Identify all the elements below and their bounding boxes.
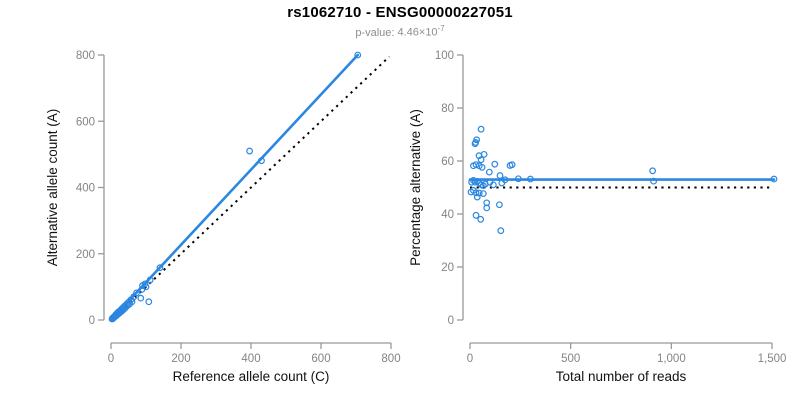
data-point xyxy=(479,190,487,197)
x-axis-title: Reference allele count (C) xyxy=(173,369,330,384)
pvalue-times-sign: × xyxy=(418,26,426,39)
y-axis-tick-label: 200 xyxy=(76,249,95,261)
data-point xyxy=(496,172,504,179)
pvalue-base: 10 xyxy=(425,26,438,39)
data-point xyxy=(133,289,140,297)
x-axis-tick-label: 800 xyxy=(381,353,400,365)
data-point xyxy=(497,227,505,235)
x-axis-tick-label: 1,000 xyxy=(657,353,686,365)
data-point xyxy=(649,167,657,175)
y-axis-tick-label: 100 xyxy=(435,50,454,62)
data-point xyxy=(477,125,485,133)
y-axis-title: Alternative allele count (A) xyxy=(45,109,60,267)
x-axis-tick-label: 0 xyxy=(467,353,473,365)
y-axis-tick-label: 600 xyxy=(76,116,95,128)
figure-header: rs1062710 - ENSG00000227051 p-value: 4.46… xyxy=(0,4,800,39)
right-scatter-plot: 0 20 40 60 80 100 0 500 1,000 1,500 Total number o… xyxy=(408,50,786,384)
data-point xyxy=(501,176,509,184)
data-point xyxy=(145,298,153,306)
x-axis-title: Total number of reads xyxy=(556,369,687,384)
y-axis-tick-label: 60 xyxy=(441,156,454,168)
y-axis-tick-label: 20 xyxy=(441,262,454,274)
data-point xyxy=(477,215,485,223)
y-axis-tick-label: 0 xyxy=(89,315,95,327)
x-axis-tick-label: 400 xyxy=(241,353,260,365)
data-point xyxy=(498,179,506,187)
pvalue-mantissa: 4.46 xyxy=(397,26,419,39)
chart-title: rs1062710 - ENSG00000227051 xyxy=(287,4,513,21)
data-point xyxy=(137,294,145,302)
data-point xyxy=(472,189,480,197)
chart-subtitle: p-value: 4.46×10-7 xyxy=(0,24,800,39)
data-point xyxy=(354,51,362,59)
data-point xyxy=(246,147,254,155)
data-point xyxy=(121,304,129,312)
data-point xyxy=(483,204,491,212)
data-point xyxy=(473,193,481,201)
x-axis-tick-label: 600 xyxy=(311,353,330,365)
data-point xyxy=(156,264,164,272)
data-point xyxy=(485,168,493,176)
data-point xyxy=(650,177,658,185)
data-point xyxy=(470,176,477,184)
y-axis-tick-label: 800 xyxy=(76,50,95,62)
data-point xyxy=(142,283,150,291)
data-point xyxy=(514,175,522,183)
data-point xyxy=(508,161,516,169)
data-point xyxy=(472,161,480,169)
data-point xyxy=(770,175,778,183)
data-point xyxy=(141,280,149,288)
y-axis-tick-label: 40 xyxy=(441,209,454,221)
data-point xyxy=(258,157,265,165)
y-axis-title: Percentage alternative (A) xyxy=(408,109,423,266)
data-point xyxy=(495,201,503,209)
y-axis-tick-label: 400 xyxy=(76,183,95,195)
x-axis-tick-label: 1,500 xyxy=(758,353,787,365)
data-point xyxy=(489,181,497,189)
pvalue-label: p-value: xyxy=(355,26,395,39)
data-point xyxy=(472,211,480,219)
data-point xyxy=(478,163,486,171)
fit-line xyxy=(109,53,360,322)
y-axis-tick-label: 80 xyxy=(441,103,454,115)
data-point xyxy=(477,156,485,164)
data-point xyxy=(146,276,154,284)
y-axis-tick-label: 0 xyxy=(448,315,454,327)
data-point xyxy=(480,150,488,158)
data-point xyxy=(471,140,479,148)
data-point xyxy=(527,175,534,183)
x-axis-tick-label: 0 xyxy=(108,353,114,365)
x-axis-tick-label: 500 xyxy=(561,353,580,365)
reference-line xyxy=(110,55,390,321)
left-scatter-plot: 0 200 400 600 800 0 200 400 600 800 Reference alle… xyxy=(45,50,401,384)
pvalue-exponent: -7 xyxy=(437,24,445,33)
x-axis-tick-label: 200 xyxy=(171,353,190,365)
data-point xyxy=(491,160,499,168)
